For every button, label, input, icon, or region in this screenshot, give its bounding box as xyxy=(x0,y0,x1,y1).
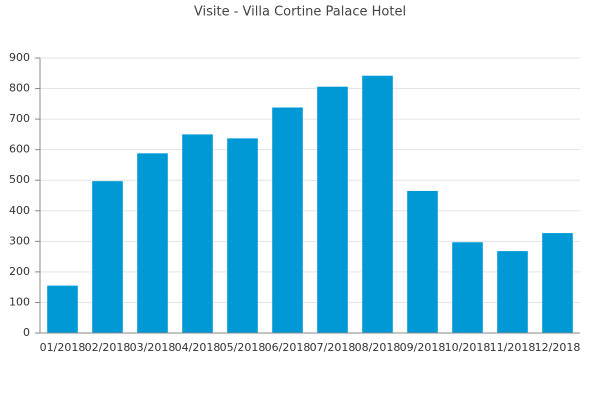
bar xyxy=(497,251,528,333)
bar xyxy=(137,153,168,333)
bar xyxy=(542,233,573,333)
x-tick-label: 10/2018 xyxy=(445,341,491,354)
y-tick-label: 0 xyxy=(23,326,30,339)
y-tick-label: 800 xyxy=(9,82,30,95)
y-tick-label: 200 xyxy=(9,265,30,278)
chart-title: Visite - Villa Cortine Palace Hotel xyxy=(194,5,406,20)
x-tick-label: 11/2018 xyxy=(490,341,536,354)
y-tick-label: 900 xyxy=(9,51,30,64)
y-tick-label: 600 xyxy=(9,143,30,156)
bar xyxy=(227,138,258,333)
x-tick-label: 03/2018 xyxy=(130,341,176,354)
y-tick-label: 700 xyxy=(9,112,30,125)
x-tick-label: 01/2018 xyxy=(40,341,86,354)
x-tick-label: 09/2018 xyxy=(400,341,446,354)
bar xyxy=(182,134,213,333)
x-tick-label: 02/2018 xyxy=(85,341,131,354)
bar xyxy=(47,285,78,333)
x-tick-label: 12/2018 xyxy=(535,341,581,354)
y-tick-label: 500 xyxy=(9,173,30,186)
x-tick-label: 07/2018 xyxy=(310,341,356,354)
y-tick-label: 300 xyxy=(9,234,30,247)
bar xyxy=(92,181,123,333)
y-tick-label: 400 xyxy=(9,204,30,217)
bar xyxy=(407,190,438,333)
bar xyxy=(362,75,393,333)
x-tick-label: 08/2018 xyxy=(355,341,401,354)
x-tick-label: 05/2018 xyxy=(220,341,266,354)
x-tick-label: 04/2018 xyxy=(175,341,221,354)
x-tick-label: 06/2018 xyxy=(265,341,311,354)
bar xyxy=(272,107,303,333)
y-tick-label: 100 xyxy=(9,295,30,308)
bar xyxy=(317,86,348,333)
bar xyxy=(452,242,483,333)
